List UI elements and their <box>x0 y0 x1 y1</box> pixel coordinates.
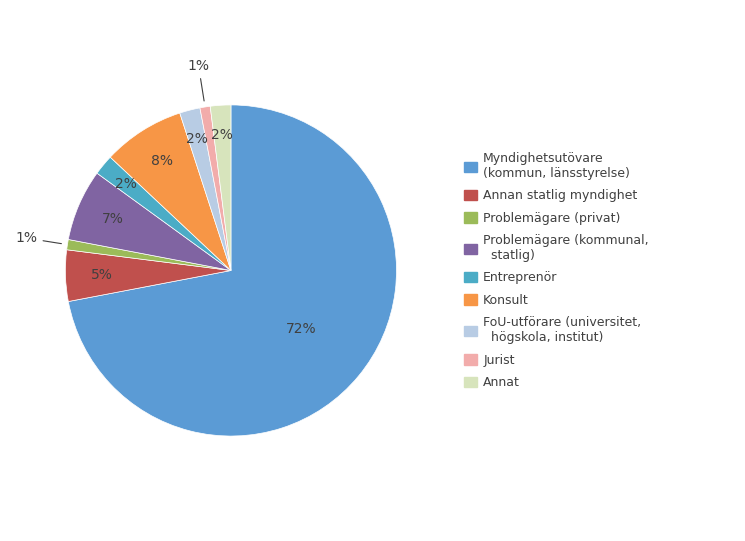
Wedge shape <box>97 157 231 270</box>
Text: 2%: 2% <box>212 128 233 142</box>
Text: 1%: 1% <box>16 231 61 245</box>
Text: 1%: 1% <box>188 59 209 101</box>
Text: 72%: 72% <box>286 321 317 335</box>
Wedge shape <box>200 106 231 270</box>
Text: 7%: 7% <box>101 212 124 226</box>
Text: 2%: 2% <box>186 132 208 146</box>
Legend: Myndighetsutövare
(kommun, länsstyrelse), Annan statlig myndighet, Problemägare : Myndighetsutövare (kommun, länsstyrelse)… <box>464 152 649 389</box>
Wedge shape <box>67 240 231 270</box>
Text: 8%: 8% <box>150 155 173 168</box>
Wedge shape <box>110 113 231 270</box>
Text: 2%: 2% <box>115 177 137 191</box>
Wedge shape <box>210 105 231 270</box>
Wedge shape <box>69 173 231 270</box>
Wedge shape <box>69 105 396 436</box>
Wedge shape <box>66 250 231 301</box>
Wedge shape <box>180 108 231 270</box>
Text: 5%: 5% <box>91 268 112 281</box>
